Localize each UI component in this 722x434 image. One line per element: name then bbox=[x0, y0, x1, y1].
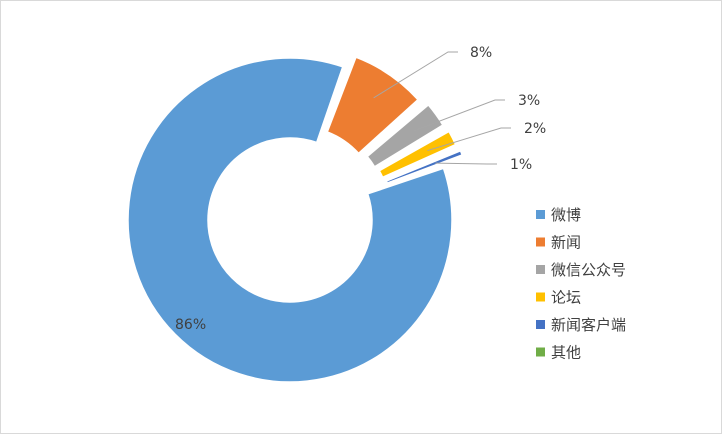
legend-label-1: 微博 bbox=[551, 206, 581, 224]
legend-label-3: 微信公众号 bbox=[551, 261, 626, 279]
legend-label-2: 新闻 bbox=[551, 234, 581, 252]
slice-4 bbox=[378, 130, 457, 179]
legend-swatch-5 bbox=[536, 320, 545, 329]
leader-line-3 bbox=[413, 99, 505, 132]
legend-swatch-1 bbox=[536, 210, 545, 219]
slices-group bbox=[127, 56, 464, 383]
slice-2 bbox=[326, 56, 419, 155]
legend-label-6: 其他 bbox=[551, 344, 581, 362]
data-labels-group: 86% 8% 3% 2% 1% bbox=[175, 45, 546, 333]
legend-swatch-2 bbox=[536, 237, 545, 247]
legend-swatch-3 bbox=[536, 265, 545, 274]
legend-swatch-6 bbox=[536, 347, 545, 357]
legend-swatch-4 bbox=[536, 292, 545, 302]
leader-line-2 bbox=[373, 51, 458, 99]
legend-label-5: 新闻客户端 bbox=[551, 316, 626, 334]
leader-line-5 bbox=[435, 162, 497, 165]
legend-label-4: 论坛 bbox=[551, 289, 581, 307]
data-label-1: 86% bbox=[175, 317, 206, 333]
data-label-3: 3% bbox=[518, 93, 540, 109]
data-label-4: 2% bbox=[524, 121, 546, 137]
data-label-5: 1% bbox=[510, 157, 532, 173]
leader-lines-group bbox=[373, 51, 511, 165]
slice-3 bbox=[366, 103, 444, 168]
slice-5 bbox=[385, 149, 464, 185]
leader-line-4 bbox=[427, 127, 511, 152]
slice-1 bbox=[127, 57, 453, 383]
data-label-2: 8% bbox=[470, 45, 492, 61]
